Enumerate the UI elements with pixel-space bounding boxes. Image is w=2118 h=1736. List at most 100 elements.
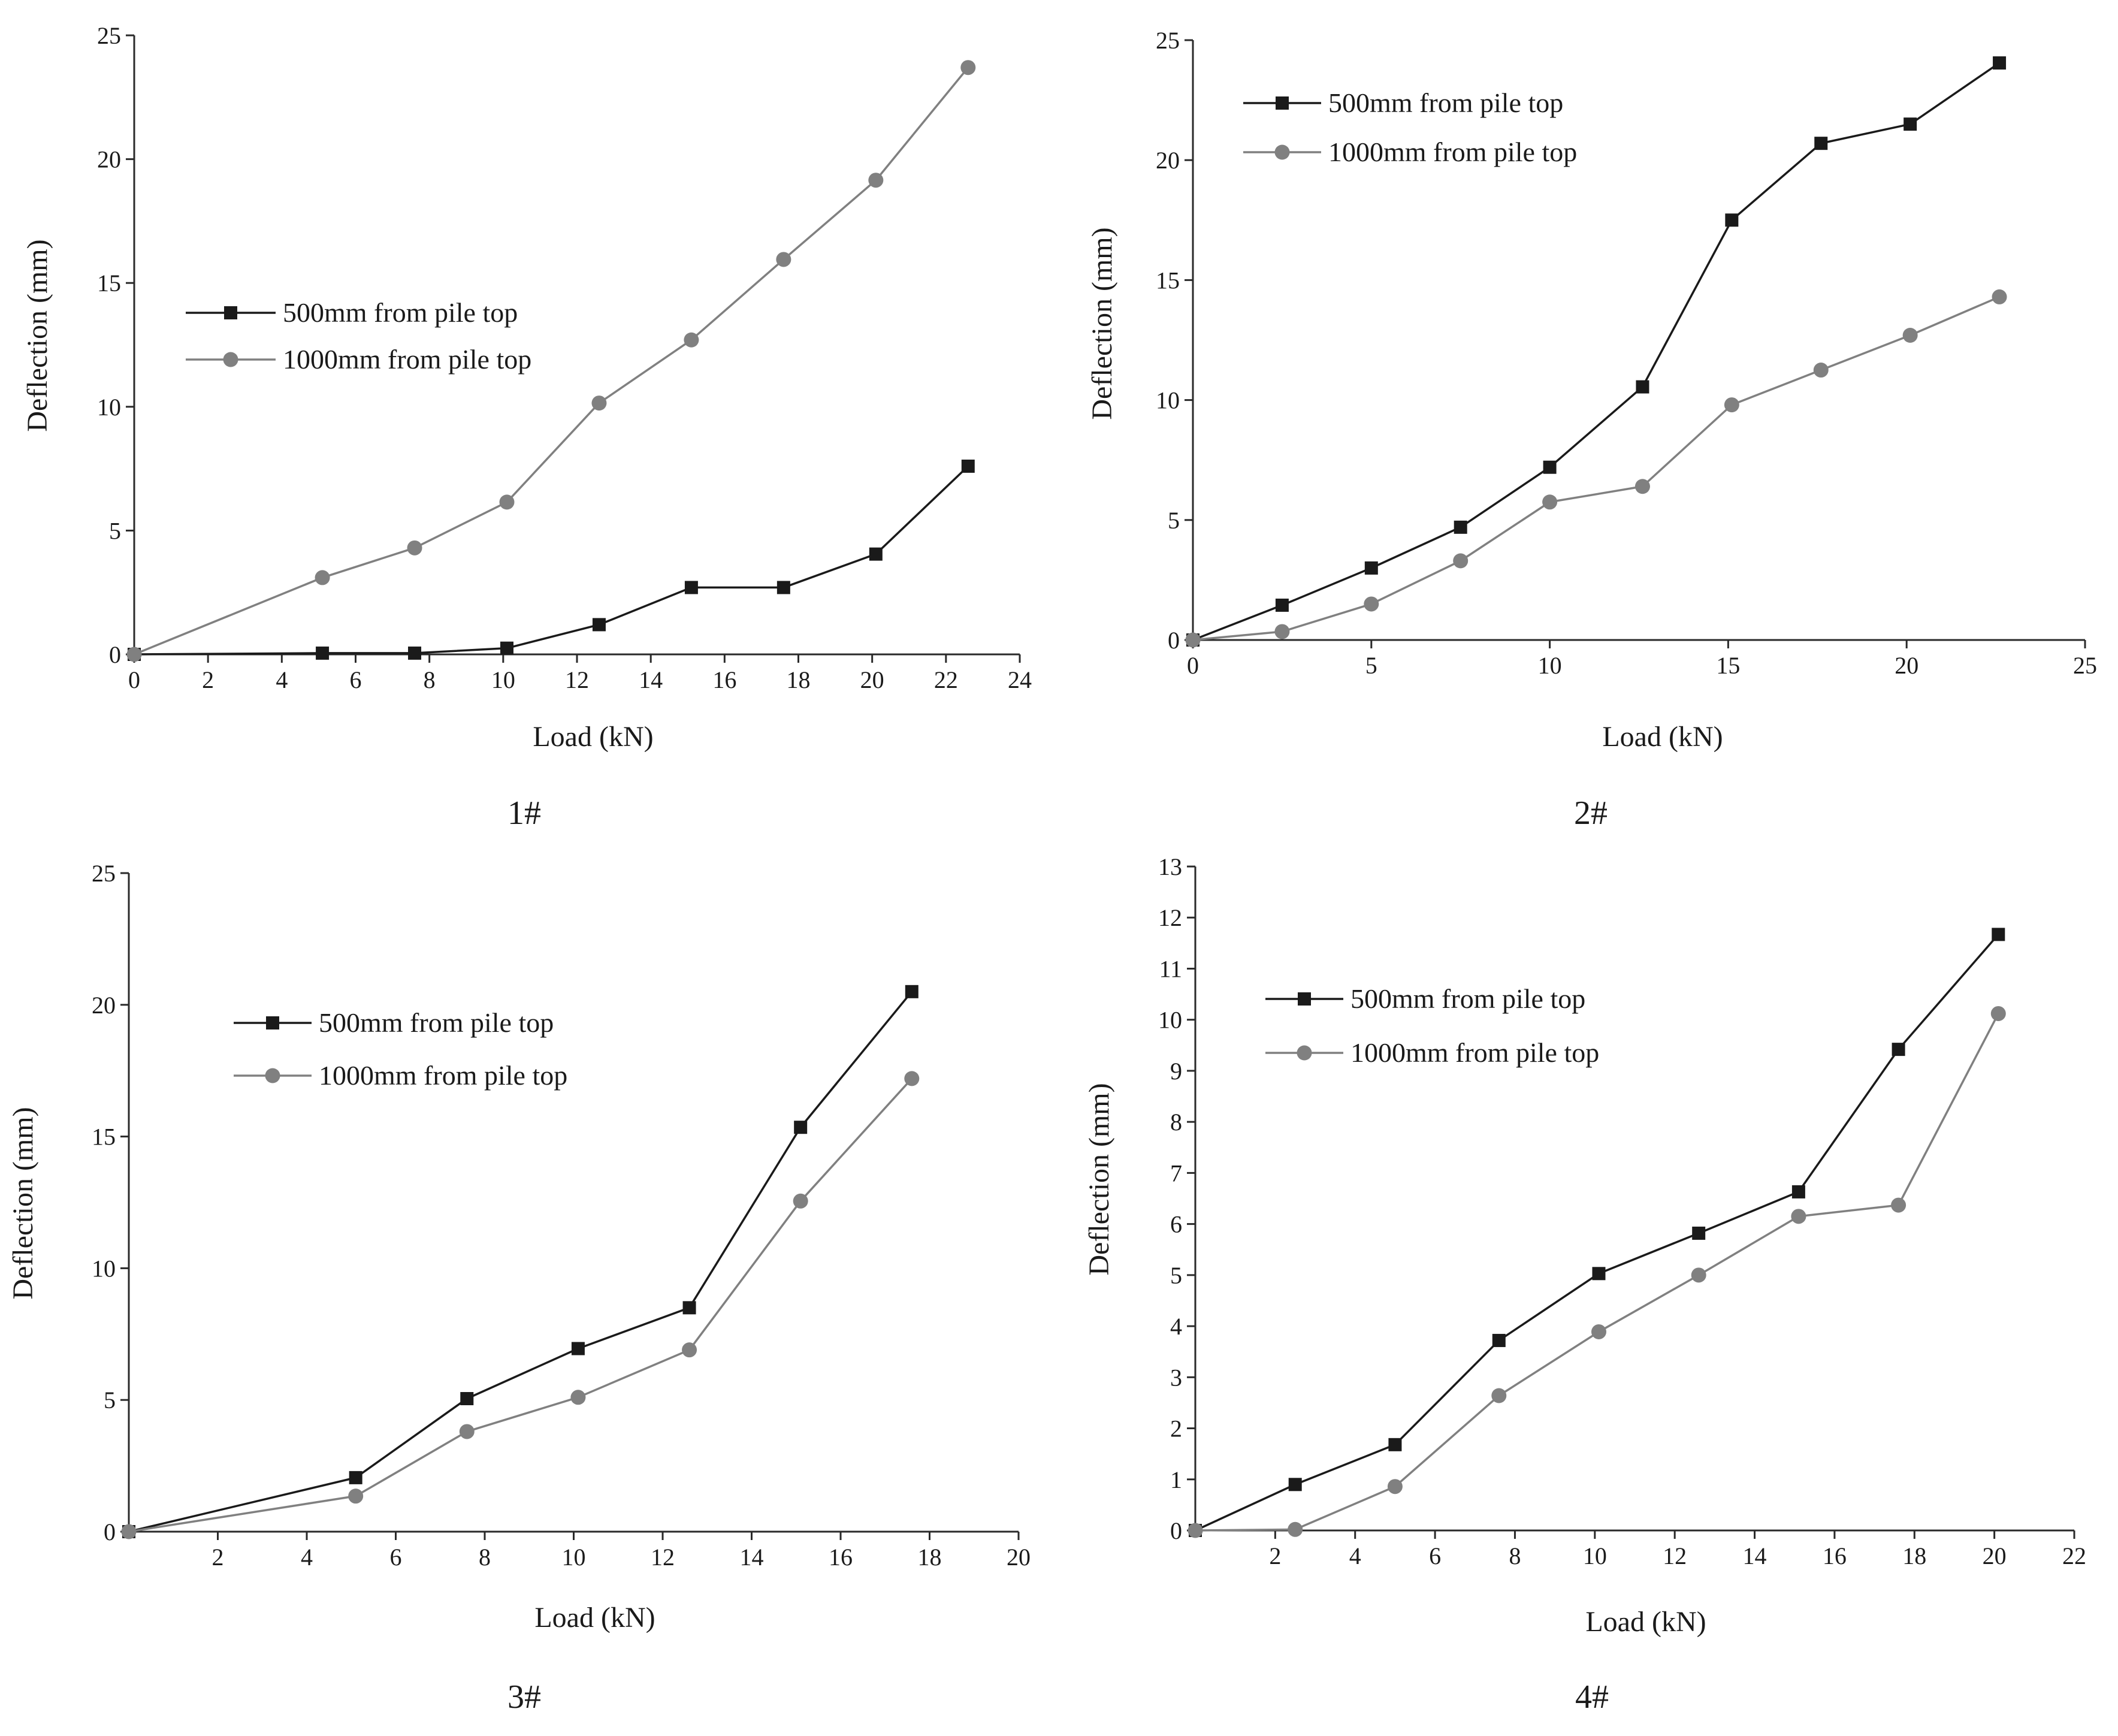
data-point-s1-2 [316, 646, 330, 660]
data-point-s1-3 [408, 646, 422, 660]
data-point-s1-5 [592, 618, 606, 632]
x-tick-label: 24 [1008, 666, 1032, 693]
data-point-s2-4 [1453, 553, 1469, 569]
y-tick-label: 12 [1158, 904, 1182, 931]
y-tick-label: 3 [1170, 1364, 1182, 1391]
legend-label-1: 500mm from pile top [1328, 87, 1563, 118]
data-point-s1-5 [1592, 1267, 1606, 1281]
y-tick-label: 15 [1156, 267, 1180, 294]
y-tick-label: 15 [92, 1124, 116, 1151]
y-tick-label: 6 [1170, 1211, 1182, 1238]
x-tick-label: 14 [740, 1544, 764, 1571]
x-tick-label: 14 [639, 666, 663, 693]
data-point-s1-2 [1275, 598, 1289, 612]
data-point-s1-10 [1993, 56, 2007, 70]
x-tick-label: 25 [2073, 652, 2097, 679]
data-point-s2-2 [1288, 1521, 1303, 1537]
x-tick-label: 18 [918, 1544, 942, 1571]
y-tick-label: 25 [92, 860, 116, 887]
series-line-1 [1195, 934, 1999, 1532]
data-point-s2-3 [1387, 1479, 1403, 1495]
x-tick-label: 10 [1583, 1542, 1607, 1569]
x-tick-label: 20 [1895, 652, 1918, 679]
data-point-s2-8 [1813, 363, 1829, 378]
x-tick-label: 16 [829, 1544, 853, 1571]
legend-marker-2 [1297, 1045, 1312, 1061]
data-point-s1-9 [1904, 117, 1917, 131]
x-tick-label: 8 [479, 1544, 491, 1571]
x-tick-label: 4 [276, 666, 288, 693]
y-tick-label: 2 [1170, 1415, 1182, 1442]
y-axis-label: Deflection (mm) [7, 1107, 39, 1299]
data-point-s2-4 [1491, 1388, 1507, 1403]
data-point-s1-7 [777, 581, 790, 594]
x-tick-label: 10 [562, 1544, 586, 1571]
y-tick-label: 10 [1156, 387, 1180, 414]
data-point-s1-4 [1454, 520, 1467, 534]
y-tick-label: 7 [1170, 1160, 1182, 1186]
series-line-2 [128, 1077, 913, 1533]
data-point-s2-1 [1188, 1523, 1203, 1538]
legend-label-2: 1000mm from pile top [283, 344, 531, 375]
x-axis-label: Load (kN) [533, 721, 653, 753]
data-point-s2-2 [348, 1489, 364, 1504]
series-line-1 [1192, 62, 2001, 641]
chart-panel-3: 2 4 6 8 10 12 14 16 18 20 0 5 10 15 20 25 500mm from pil… [7, 860, 1031, 1716]
y-tick-label: 8 [1170, 1109, 1182, 1136]
x-tick-label: 18 [1902, 1542, 1926, 1569]
x-tick-label: 20 [860, 666, 884, 693]
series-line-1 [134, 465, 969, 656]
data-point-s2-1 [126, 647, 142, 662]
legend-marker-2 [265, 1068, 280, 1083]
data-point-s2-9 [1902, 327, 1918, 343]
y-tick-label: 9 [1170, 1058, 1182, 1085]
data-point-s1-9 [1992, 928, 2005, 941]
panel-caption: 4# [1575, 1678, 1609, 1716]
y-tick-label: 0 [104, 1518, 116, 1545]
x-tick-label: 22 [934, 666, 958, 693]
panel-caption: 2# [1574, 795, 1608, 832]
x-tick-label: 10 [1538, 652, 1562, 679]
panel-caption: 1# [507, 795, 541, 832]
data-point-s2-4 [570, 1390, 586, 1405]
x-tick-label: 2 [212, 1544, 224, 1571]
data-point-s1-6 [684, 581, 698, 594]
x-tick-label: 20 [1983, 1542, 2007, 1569]
y-tick-label: 10 [97, 394, 121, 421]
data-point-s2-9 [960, 60, 976, 76]
x-tick-label: 8 [1509, 1542, 1521, 1569]
y-tick-label: 20 [1156, 147, 1180, 174]
data-point-s1-9 [961, 459, 975, 473]
y-tick-label: 0 [1170, 1517, 1182, 1544]
data-point-s1-8 [869, 547, 883, 561]
legend-marker-2 [1274, 144, 1290, 160]
y-tick-label: 20 [97, 146, 121, 173]
legend-marker-1 [1276, 96, 1289, 110]
data-point-s2-8 [1891, 1197, 1906, 1213]
x-tick-label: 12 [565, 666, 589, 693]
data-point-s1-2 [349, 1471, 362, 1484]
chart-panel-4: 2 4 6 8 10 12 14 16 18 20 22012345678910111213500m… [1083, 853, 2086, 1716]
legend-label-2: 1000mm from pile top [319, 1060, 567, 1091]
data-point-s1-3 [1364, 561, 1378, 575]
data-point-s2-8 [868, 173, 884, 188]
x-tick-label: 16 [1823, 1542, 1847, 1569]
data-point-s2-5 [1591, 1324, 1606, 1339]
y-tick-label: 10 [92, 1255, 116, 1282]
x-tick-label: 0 [128, 666, 140, 693]
data-point-s2-7 [904, 1071, 920, 1086]
y-tick-label: 10 [1158, 1007, 1182, 1034]
x-tick-label: 4 [301, 1544, 313, 1571]
legend-label-1: 500mm from pile top [319, 1007, 554, 1038]
x-tick-label: 10 [491, 666, 515, 693]
data-point-s1-7 [1725, 213, 1739, 227]
y-tick-label: 20 [92, 992, 116, 1019]
x-tick-label: 20 [1007, 1544, 1031, 1571]
x-tick-label: 12 [1663, 1542, 1687, 1569]
legend-label-2: 1000mm from pile top [1328, 137, 1577, 167]
y-tick-label: 0 [109, 641, 121, 668]
x-tick-label: 2 [202, 666, 214, 693]
x-axis-label: Load (kN) [1602, 721, 1723, 753]
x-tick-label: 6 [1429, 1542, 1441, 1569]
